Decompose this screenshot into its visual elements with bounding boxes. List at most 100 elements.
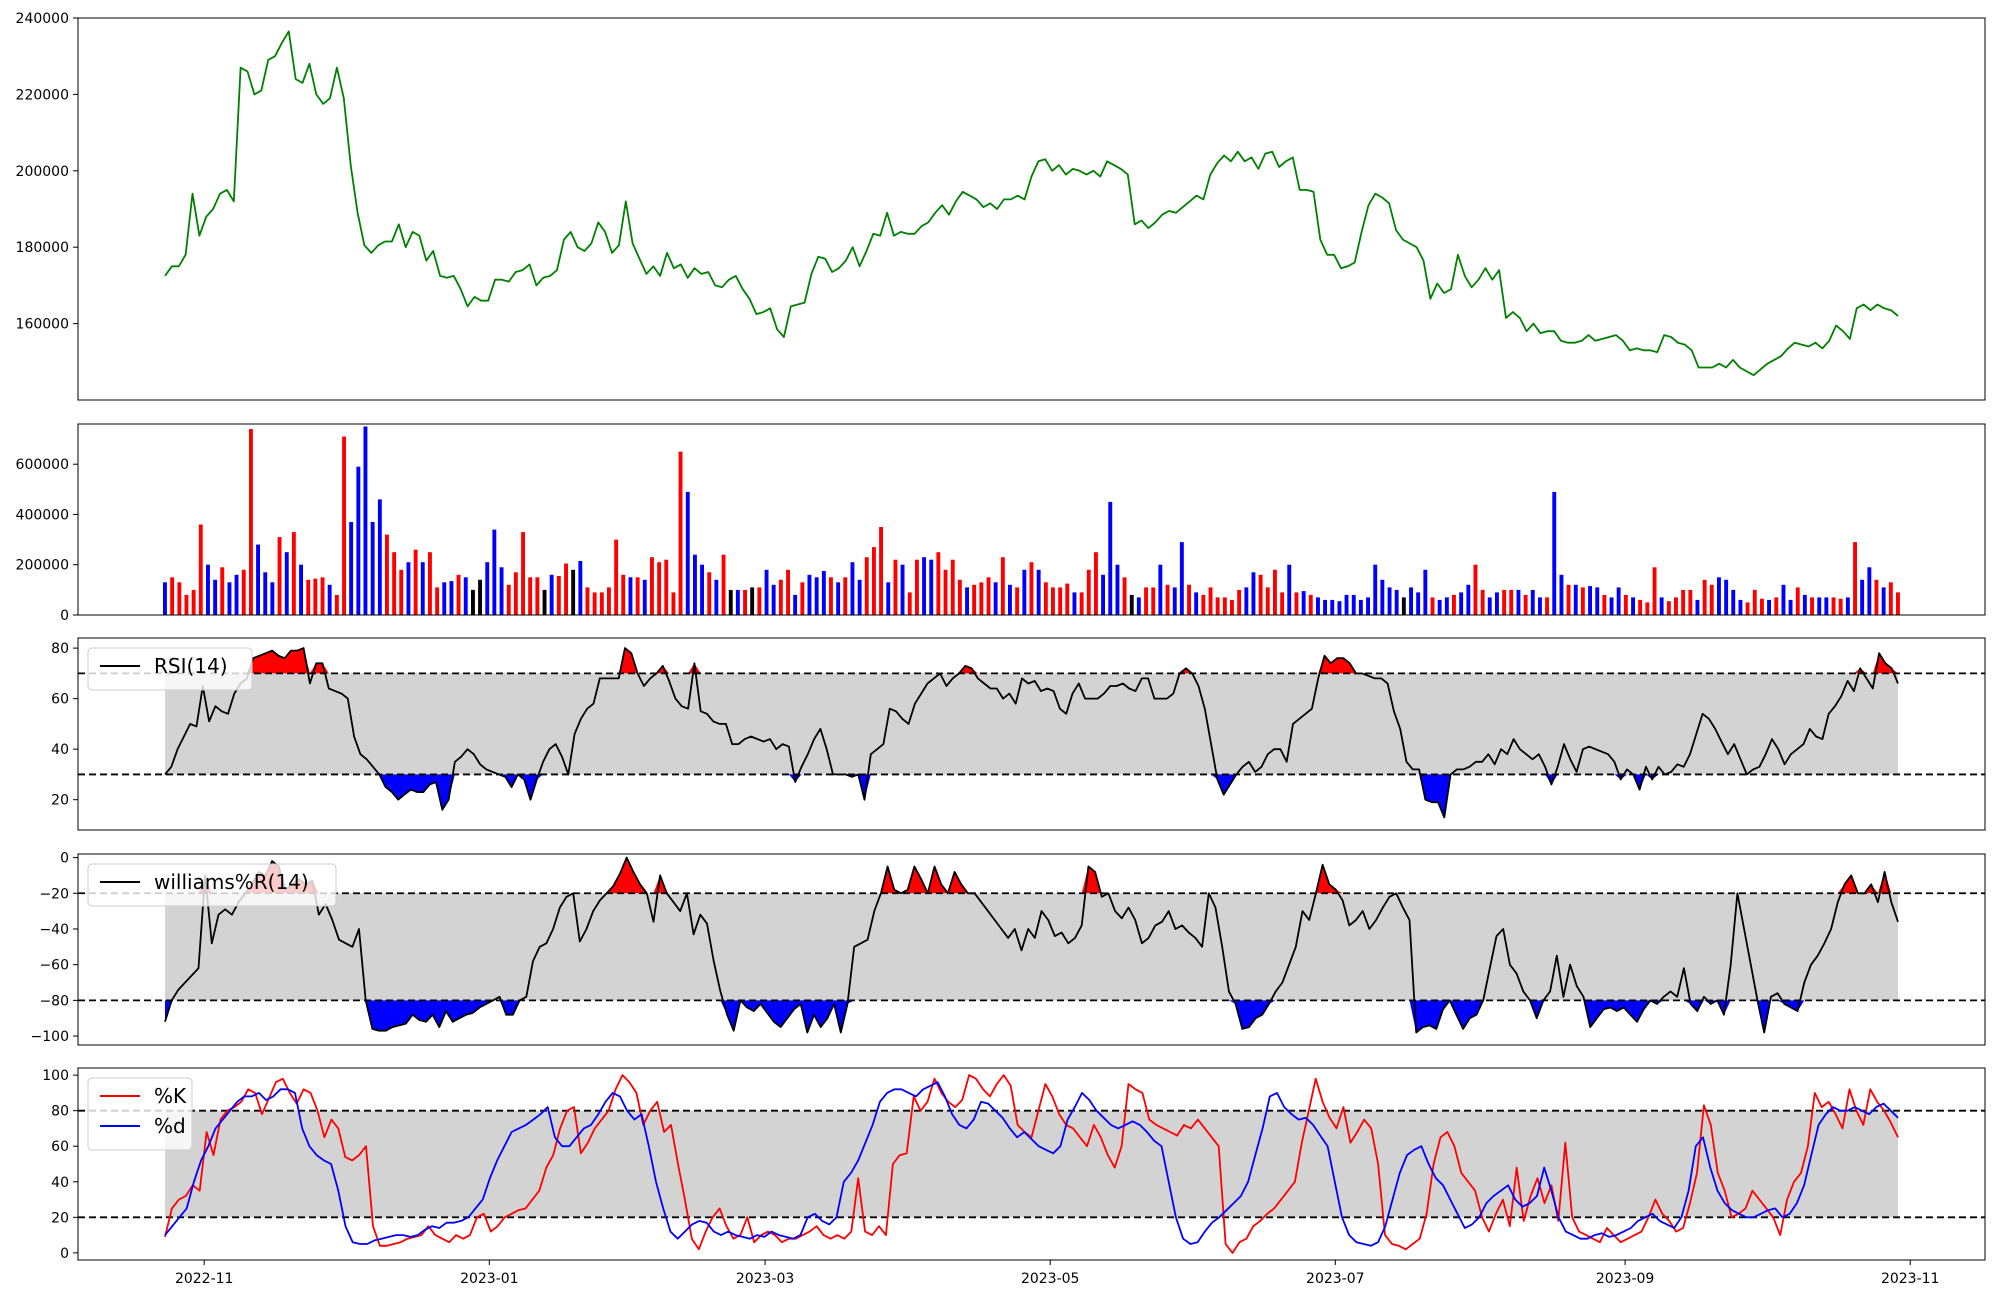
williams-neutral-band bbox=[165, 893, 1898, 1001]
volume-bar bbox=[420, 562, 425, 615]
volume-bar bbox=[456, 574, 461, 615]
volume-bar bbox=[872, 547, 876, 615]
x-tick-label: 2023-01 bbox=[460, 1271, 519, 1287]
price-y-tick-label: 240000 bbox=[16, 11, 69, 27]
volume-bar bbox=[900, 564, 905, 615]
volume-bar bbox=[1638, 599, 1643, 615]
volume-bar bbox=[599, 592, 604, 615]
volume-bar bbox=[607, 587, 611, 615]
volume-bar bbox=[1516, 589, 1521, 615]
volume-bar bbox=[764, 569, 769, 615]
volume-bar bbox=[198, 524, 203, 615]
x-tick-label: 2023-07 bbox=[1306, 1271, 1365, 1287]
volume-bar bbox=[1043, 582, 1048, 615]
williams-legend-label: williams%R(14) bbox=[154, 870, 309, 894]
volume-bar bbox=[1781, 584, 1786, 615]
volume-bar bbox=[1337, 601, 1342, 615]
volume-bar bbox=[492, 529, 497, 615]
volume-bar bbox=[227, 582, 232, 615]
volume-bar bbox=[1036, 569, 1041, 615]
williams-line bbox=[164, 856, 1899, 1034]
volume-panel-frame bbox=[77, 423, 1986, 616]
volume-bar bbox=[1351, 594, 1356, 615]
volume-bar bbox=[592, 592, 597, 615]
volume-bar bbox=[621, 574, 626, 615]
volume-bar bbox=[1652, 567, 1657, 616]
volume-bar bbox=[1280, 592, 1285, 615]
volume-bar bbox=[1702, 579, 1707, 615]
volume-bar bbox=[1437, 599, 1442, 615]
volume-bar bbox=[1115, 564, 1120, 615]
volume-bar bbox=[1717, 577, 1721, 615]
volume-bar bbox=[1623, 594, 1628, 615]
volume-bar bbox=[1767, 599, 1771, 615]
volume-bar bbox=[1308, 594, 1313, 615]
volume-bar bbox=[1094, 552, 1098, 615]
volume-bar bbox=[1301, 591, 1306, 615]
volume-bar bbox=[1294, 592, 1299, 615]
volume-bar bbox=[1810, 597, 1814, 615]
volume-bar bbox=[864, 557, 869, 615]
volume-bar bbox=[907, 592, 912, 615]
volume-bar bbox=[284, 552, 289, 615]
volume-bar bbox=[1881, 587, 1886, 615]
volume-bar bbox=[1817, 597, 1822, 615]
volume-bar bbox=[1788, 599, 1793, 615]
rsi-y-tick-label: 40 bbox=[51, 742, 69, 758]
price-panel-frame bbox=[77, 17, 1986, 401]
volume-bar bbox=[327, 584, 332, 615]
stoch-legend-label: %d bbox=[154, 1114, 186, 1138]
volume-bar bbox=[506, 584, 511, 615]
volume-bar bbox=[428, 552, 432, 615]
price-y-tick-label: 220000 bbox=[16, 87, 69, 103]
volume-bar bbox=[1323, 599, 1327, 615]
volume-bar bbox=[1144, 587, 1148, 615]
rsi-y-tick-label: 20 bbox=[51, 793, 69, 809]
volume-bar bbox=[1394, 589, 1399, 615]
volume-bar bbox=[693, 554, 697, 615]
volume-bar bbox=[1473, 564, 1478, 615]
volume-bar bbox=[1165, 584, 1170, 615]
volume-bar bbox=[986, 577, 991, 615]
volume-bar bbox=[1330, 599, 1335, 615]
volume-bar bbox=[922, 557, 926, 615]
volume-bar bbox=[1760, 598, 1764, 615]
williams-y-tick-label: −40 bbox=[39, 922, 69, 938]
volume-bar bbox=[1530, 589, 1535, 615]
volume-bar bbox=[399, 569, 404, 615]
volume-bar bbox=[721, 554, 726, 615]
volume-bar bbox=[177, 582, 182, 615]
volume-bar bbox=[406, 562, 411, 615]
volume-bar bbox=[342, 436, 346, 615]
volume-bar bbox=[320, 577, 325, 615]
volume-bar bbox=[1545, 597, 1549, 615]
volume-bar bbox=[277, 537, 282, 615]
volume-bar bbox=[249, 429, 253, 615]
volume-bar bbox=[1466, 584, 1471, 615]
volume-bar bbox=[435, 587, 440, 615]
volume-bar bbox=[471, 589, 475, 615]
volume-bar bbox=[191, 589, 196, 615]
volume-bar bbox=[1416, 592, 1421, 615]
williams-oversold-fill bbox=[165, 1000, 1898, 1033]
volume-bar bbox=[821, 571, 826, 615]
volume-bar bbox=[1688, 589, 1693, 615]
volume-bar bbox=[1122, 577, 1127, 615]
volume-bar bbox=[1896, 592, 1900, 615]
volume-bar bbox=[413, 549, 418, 615]
volume-bar bbox=[370, 522, 375, 615]
williams-overbought-fill bbox=[165, 857, 1898, 894]
volume-bar bbox=[1029, 562, 1034, 615]
volume-bar bbox=[1086, 569, 1091, 615]
volume-bar bbox=[513, 572, 518, 615]
volume-bar bbox=[1681, 589, 1686, 615]
volume-bar bbox=[915, 559, 919, 615]
volume-bar bbox=[1022, 569, 1027, 615]
volume-bar bbox=[778, 579, 783, 615]
volume-bar bbox=[1287, 564, 1292, 615]
price-line bbox=[164, 30, 1899, 377]
volume-bar bbox=[1215, 597, 1220, 615]
volume-bar bbox=[943, 569, 948, 615]
volume-bar bbox=[786, 569, 790, 615]
volume-bar bbox=[1108, 501, 1113, 615]
